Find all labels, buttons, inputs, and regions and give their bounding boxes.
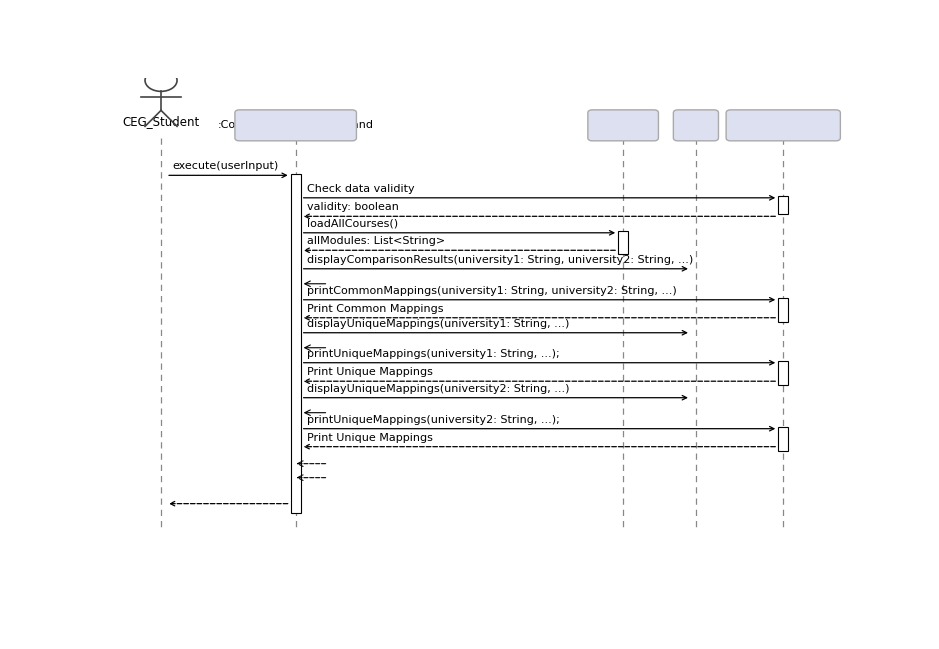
- Bar: [778, 427, 789, 450]
- Text: printUniqueMappings(university2: String, ...);: printUniqueMappings(university2: String,…: [307, 415, 560, 424]
- Text: loadAllCourses(): loadAllCourses(): [307, 219, 398, 229]
- Text: validity: boolean: validity: boolean: [307, 202, 398, 212]
- Text: Print Unique Mappings: Print Unique Mappings: [307, 433, 433, 443]
- Text: Print Common Mappings: Print Common Mappings: [307, 304, 443, 313]
- Text: displayUniqueMappings(university2: String, ...): displayUniqueMappings(university2: Strin…: [307, 384, 569, 394]
- Text: :UI: :UI: [688, 120, 703, 130]
- Bar: [618, 231, 628, 254]
- FancyBboxPatch shape: [726, 110, 840, 141]
- Text: Check data validity: Check data validity: [307, 184, 414, 194]
- Text: printCommonMappings(university1: String, university2: String, ...): printCommonMappings(university1: String,…: [307, 286, 676, 296]
- Text: displayComparisonResults(university1: String, university2: String, ...): displayComparisonResults(university1: St…: [307, 255, 693, 265]
- FancyBboxPatch shape: [235, 110, 357, 141]
- Text: :CompareMappedCommand: :CompareMappedCommand: [218, 120, 374, 130]
- Text: allModules: List<String>: allModules: List<String>: [307, 236, 445, 246]
- Text: displayUniqueMappings(university1: String, ...): displayUniqueMappings(university1: Strin…: [307, 319, 569, 329]
- FancyBboxPatch shape: [673, 110, 718, 141]
- FancyBboxPatch shape: [588, 110, 658, 141]
- Text: Print Unique Mappings: Print Unique Mappings: [307, 367, 433, 377]
- Text: CEG_Student: CEG_Student: [122, 116, 200, 129]
- Text: :Storage: :Storage: [599, 120, 647, 130]
- Text: :CourseRepository: :CourseRepository: [732, 120, 834, 130]
- Bar: [778, 299, 789, 322]
- Bar: [778, 196, 789, 214]
- Bar: [778, 361, 789, 386]
- Text: printUniqueMappings(university1: String, ...);: printUniqueMappings(university1: String,…: [307, 349, 560, 359]
- Text: execute(userInput): execute(userInput): [172, 162, 278, 171]
- Bar: [290, 174, 300, 513]
